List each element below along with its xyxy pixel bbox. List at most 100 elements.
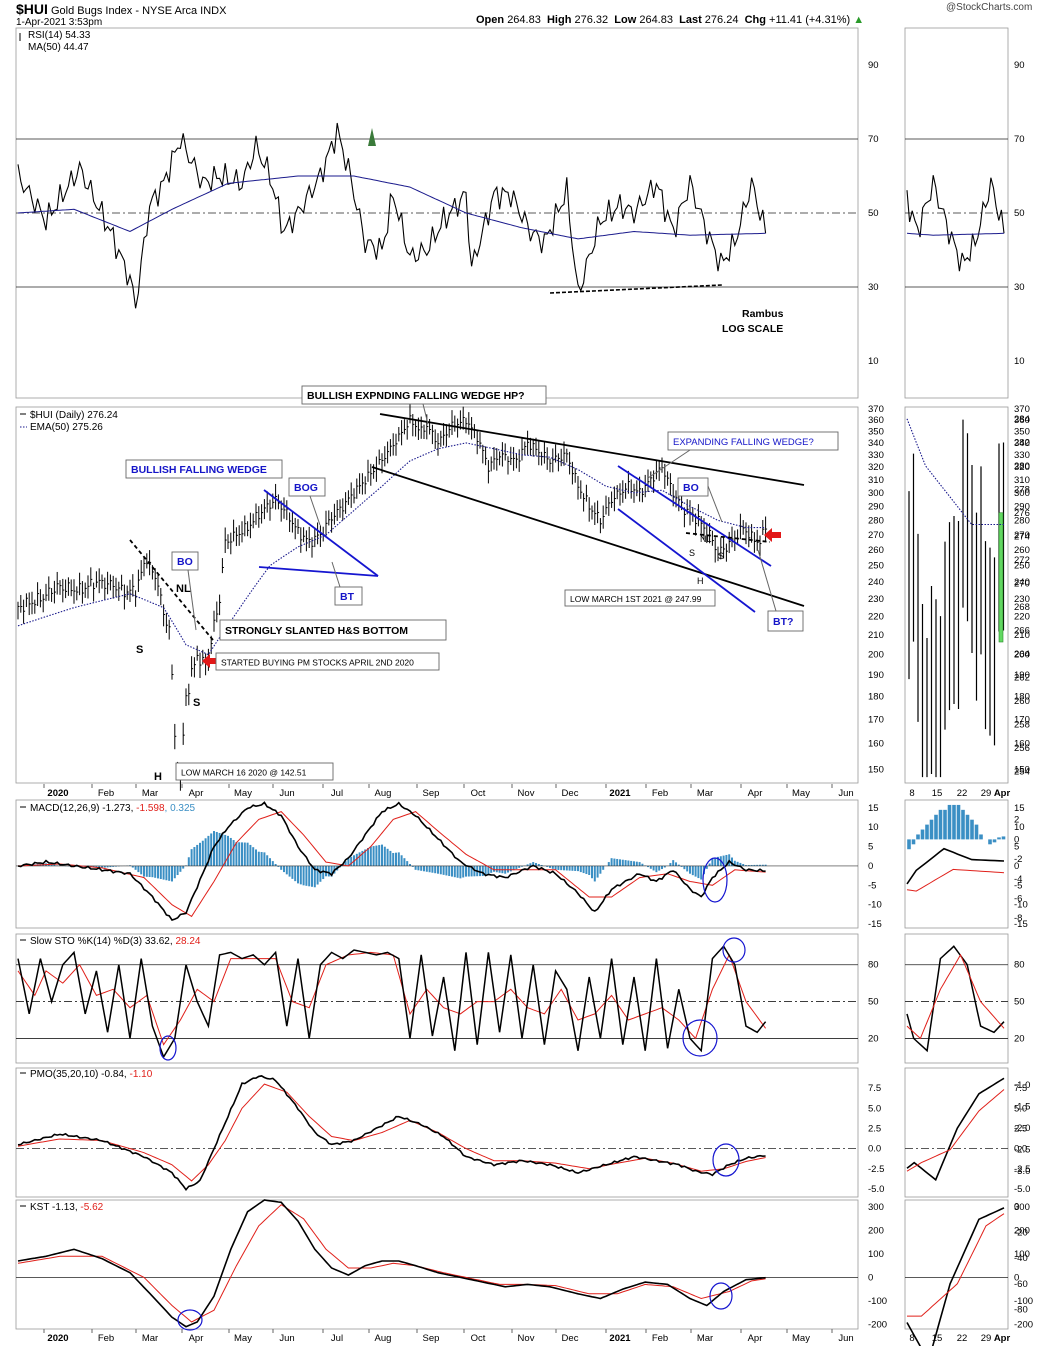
macd-hist-bar	[75, 865, 78, 867]
month-label: Mar	[697, 1333, 713, 1344]
macd-hist-bar	[507, 865, 509, 873]
wedge-hp-pointer	[422, 403, 429, 425]
macd-hist-bar	[271, 861, 274, 866]
price-tick-label: 360	[868, 415, 884, 426]
pmo-ticks: 7.5 7.55.0 5.02.5 2.50.0 0.0-2.5 -2.5-5.0 -5.0	[868, 1083, 1030, 1195]
rambus-annotation: Rambus	[742, 308, 784, 320]
macd-hist-bar	[255, 849, 257, 866]
macd-hist-bar	[53, 864, 56, 866]
month-label: Feb	[652, 1333, 668, 1344]
macd-side-hist-bar	[907, 839, 911, 850]
macd-hist-bar	[731, 857, 733, 866]
month-label: Dec	[562, 1333, 579, 1344]
price-side-tick-label: 330	[1014, 450, 1030, 461]
macd-hist-bar	[381, 844, 383, 866]
sto-side-tick-label: 80	[1014, 960, 1025, 971]
price-tick-label: 290	[868, 501, 884, 512]
macd-side-hist-bar	[943, 809, 947, 840]
macd-hist-bar	[742, 864, 745, 866]
macd-hist-bar	[515, 865, 518, 870]
macd-hist-bar	[759, 864, 761, 866]
price-side-bars	[908, 419, 1005, 778]
kst-label: KST -1.13, -5.62	[30, 1202, 104, 1213]
bo-2021-pointer	[707, 485, 723, 523]
macd-hist-bar	[171, 865, 173, 882]
macd-hist-bar	[162, 865, 165, 880]
macd-hist-bar	[456, 865, 459, 878]
macd-label-part: , 0.325	[165, 803, 196, 814]
pmo-tick-label: -5.0	[868, 1184, 884, 1195]
macd-hist-bar	[95, 865, 98, 868]
low-2021-annotation: LOW MARCH 1ST 2021 @ 247.99	[570, 594, 702, 604]
kst-side-tick-label: -20	[1014, 1227, 1028, 1238]
macd-hist-bar	[445, 865, 448, 876]
price-side-tick-label: 270	[1014, 530, 1030, 541]
pmo-side-ticks: -1.0-1.5-2.0-2.5-3.0	[1014, 1080, 1030, 1177]
pmo-side-tick-label: -2.0	[1014, 1123, 1030, 1134]
buying-annotation-box	[215, 652, 440, 671]
macd-hist-bar	[677, 864, 680, 866]
sto-frame	[15, 933, 859, 1064]
macd-side-hist-bar	[965, 814, 970, 840]
price-tick-label: 170	[868, 715, 884, 726]
rsi-side-tick-label: 50	[1014, 208, 1025, 219]
macd-hist-bar	[409, 864, 411, 866]
macd-hist-bar	[143, 865, 145, 877]
month-label: Feb	[98, 1333, 114, 1344]
price-side-tick-label: 160	[1014, 739, 1030, 750]
macd-hist-bar	[675, 862, 677, 866]
macd-side-tick-label: 0	[1014, 861, 1019, 872]
bt-annotation: BT	[340, 591, 355, 603]
bo-2020-annotation: BO	[177, 556, 193, 568]
rsi-overbought-fill	[368, 128, 376, 146]
macd-hist-bar	[103, 865, 106, 868]
macd-side-tick-label: -6	[1014, 893, 1022, 904]
macd-hist-bar	[647, 865, 649, 868]
kst-tick-label: -200	[868, 1319, 887, 1330]
pmo-label: PMO(35,20,10) -0.84, -1.10	[30, 1069, 153, 1080]
macd-hist-bar	[577, 865, 579, 872]
macd-hist-bar	[204, 838, 207, 866]
macd-hist-bar	[154, 865, 157, 878]
macd-hist-bar	[546, 865, 549, 867]
macd-hist-bar	[700, 865, 703, 880]
price-side-tick-label: 350	[1014, 426, 1030, 437]
price-side-tick-label: 284	[1014, 414, 1030, 425]
month-label: May	[234, 788, 252, 799]
high-value: 276.32	[574, 14, 609, 26]
price-side-ema	[906, 418, 1004, 526]
macd-side-tick-label: 0	[1014, 834, 1019, 845]
macd-hist-bar	[563, 865, 565, 871]
price-side-tick-label: 272	[1014, 555, 1030, 566]
sto-side-tick-label: 20	[1014, 1033, 1025, 1044]
open-label: Open	[476, 14, 505, 26]
bt-question-pointer	[757, 549, 777, 612]
macd-hist-bar	[308, 865, 311, 887]
low-value: 264.83	[639, 14, 673, 26]
macd-hist-bar	[470, 865, 473, 877]
wedge-hp-annotation-box	[301, 385, 547, 405]
chart-date: 1-Apr-2021 3:53pm	[16, 17, 103, 28]
kst-line	[17, 1199, 766, 1328]
macd-hist-bar	[565, 865, 568, 871]
macd-hist-bar	[599, 865, 602, 874]
macd-hist-bar	[109, 865, 112, 868]
rsi-tick-label: 50	[868, 208, 879, 219]
month-label: Apr	[189, 788, 204, 799]
bog-annotation-box	[288, 477, 326, 497]
macd-label-part: MACD(12,26,9) -1.273,	[30, 803, 136, 814]
macd-side-tick-label: 5	[1014, 842, 1019, 853]
sto-ticks: 80 80 50 50 20 20	[868, 960, 1025, 1045]
expanding-wedge-pointer	[647, 449, 691, 479]
macd-hist-bar	[683, 865, 686, 870]
macd-hist-bar	[602, 865, 605, 870]
kst-side-tick-label: 300	[1014, 1202, 1030, 1213]
macd-hist-bar	[428, 865, 431, 873]
macd-hist-bar	[725, 854, 728, 866]
macd-label-part: -1.598	[136, 803, 165, 814]
bt-pointer	[331, 561, 341, 588]
rsi-ticks: 10 10 30 30 50 50 70 70 90 90	[868, 60, 1025, 367]
macd-hist-bar	[238, 842, 241, 866]
macd-frame	[15, 799, 859, 929]
